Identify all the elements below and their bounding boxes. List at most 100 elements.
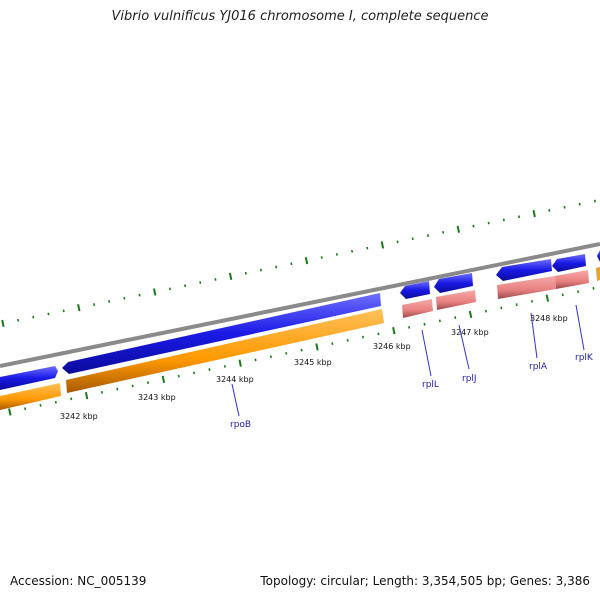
tick-minor	[561, 293, 564, 297]
tick-major	[532, 209, 536, 218]
tick-minor	[244, 271, 247, 275]
tick-minor	[502, 218, 505, 222]
gene-reverse-1[interactable]	[0, 383, 61, 410]
tick-major	[77, 304, 81, 312]
gene-label-rplJ[interactable]: rplJ	[462, 374, 477, 384]
tick-major	[84, 392, 89, 400]
tick-minor	[500, 306, 503, 310]
tick-minor	[177, 374, 180, 378]
tick-minor	[472, 224, 475, 228]
tick-minor	[563, 205, 566, 209]
gene-label-rplK[interactable]: rplK	[575, 353, 594, 363]
tick-minor	[335, 253, 338, 256]
tick-minor	[24, 407, 27, 411]
tick-major	[8, 408, 12, 416]
tick-minor	[290, 262, 293, 266]
leader-line-rplA	[530, 312, 538, 359]
gene-forward-rpoB-partner[interactable]	[62, 293, 381, 374]
accession-text: Accession: NC_005139	[10, 574, 147, 588]
scale-label: 3247 kbp	[451, 328, 489, 337]
leader-line-rplK	[575, 304, 585, 351]
forward-strand-genes	[0, 250, 600, 390]
gene-pink-rplK[interactable]	[555, 270, 589, 289]
tick-minor	[285, 352, 288, 355]
tick-major	[304, 257, 309, 265]
tick-major	[380, 241, 385, 249]
tick-minor	[593, 199, 596, 203]
gene-forward-rplJ[interactable]	[434, 273, 473, 293]
tick-minor	[208, 368, 211, 372]
tick-minor	[254, 358, 257, 362]
tick-minor	[147, 381, 150, 385]
tick-minor	[39, 404, 42, 407]
tick-minor	[116, 387, 119, 391]
tick-minor	[62, 309, 65, 313]
tick-major	[392, 327, 396, 335]
gene-forward-1[interactable]	[0, 366, 58, 390]
gene-pink-rplJ[interactable]	[436, 290, 476, 310]
tick-minor	[100, 391, 103, 394]
outer-tick-ring	[1, 199, 596, 328]
tick-minor	[518, 215, 521, 219]
tick-minor	[199, 281, 202, 284]
tick-minor	[515, 303, 518, 307]
tick-minor	[426, 234, 429, 237]
gene-pink-rplA[interactable]	[497, 276, 556, 299]
tick-minor	[259, 268, 262, 272]
tick-minor	[32, 315, 35, 319]
tick-minor	[193, 371, 196, 375]
leader-line-rpoB	[231, 383, 240, 417]
tick-minor	[47, 312, 50, 316]
gene-pink-edge[interactable]	[596, 267, 600, 281]
tick-minor	[214, 278, 217, 281]
sequence-backbone	[0, 242, 600, 368]
leader-line-rplJ	[458, 324, 470, 370]
tick-major	[315, 343, 319, 351]
gene-label-rplL[interactable]: rplL	[422, 380, 439, 390]
tick-major	[468, 310, 473, 319]
summary-text: Topology: circular; Length: 3,354,505 bp…	[260, 574, 590, 588]
gene-labels: rpoB rplL rplJ rplA rplK	[230, 353, 594, 430]
reverse-strand-genes	[0, 309, 384, 410]
tick-major	[153, 288, 157, 296]
tick-minor	[438, 319, 441, 323]
gene-label-rplA[interactable]: rplA	[529, 362, 548, 372]
tick-minor	[377, 332, 380, 336]
tick-minor	[396, 240, 399, 244]
tick-minor	[275, 265, 278, 269]
gene-forward-rplA[interactable]	[496, 259, 552, 281]
tick-minor	[408, 326, 411, 329]
tick-minor	[300, 348, 303, 352]
gene-forward-rplK[interactable]	[552, 254, 586, 272]
pink-strand-genes	[402, 267, 600, 318]
tick-minor	[362, 335, 365, 339]
map-title: Vibrio vulnificus YJ016 chromosome I, co…	[111, 9, 489, 24]
leader-line-rplL	[421, 329, 432, 377]
tick-minor	[484, 309, 487, 313]
tick-minor	[346, 339, 349, 342]
tick-major	[228, 272, 233, 280]
tick-minor	[131, 384, 134, 388]
tick-minor	[454, 316, 457, 320]
tick-major	[456, 225, 460, 233]
scale-label: 3248 kbp	[530, 314, 568, 323]
tick-minor	[577, 290, 580, 294]
gene-forward-rplL[interactable]	[400, 281, 430, 299]
gene-forward-edge[interactable]	[597, 250, 600, 262]
gene-pink-rplL[interactable]	[402, 299, 433, 318]
tick-minor	[531, 300, 534, 303]
gene-label-rpoB[interactable]: rpoB	[230, 420, 251, 430]
tick-minor	[366, 246, 369, 250]
gene-reverse-rpoB[interactable]	[66, 309, 384, 393]
scale-labels: 3242 kbp 3243 kbp 3244 kbp 3245 kbp 3246…	[60, 314, 568, 421]
tick-minor	[442, 231, 445, 234]
tick-minor	[168, 287, 171, 291]
tick-minor	[17, 318, 20, 322]
tick-minor	[592, 287, 595, 290]
tick-major	[1, 319, 5, 328]
tick-minor	[423, 322, 426, 326]
tick-minor	[351, 249, 354, 253]
gene-label-lines	[231, 304, 585, 417]
tick-minor	[70, 397, 73, 401]
